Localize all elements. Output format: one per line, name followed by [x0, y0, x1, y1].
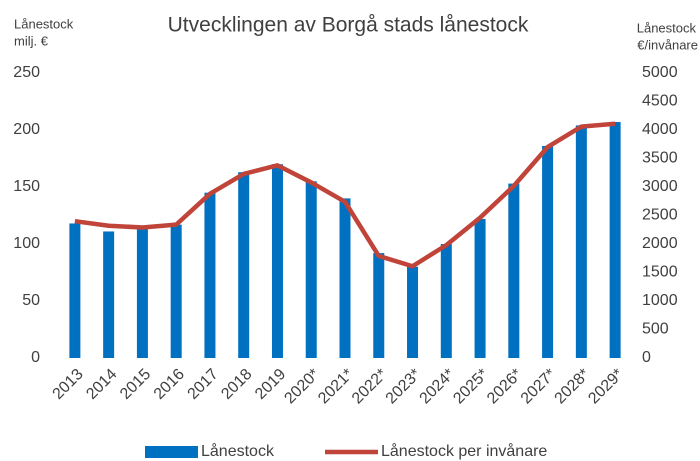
chart-title: Utvecklingen av Borgå stads lånestock: [168, 14, 529, 37]
x-tick-label: 2020*: [281, 366, 323, 408]
bar: [136, 229, 148, 358]
y2-tick-label: 4000: [642, 121, 678, 138]
y2-tick-label: 4500: [642, 93, 678, 110]
x-tick-label: 2023*: [383, 366, 425, 408]
x-tick-label: 2014: [83, 366, 120, 403]
x-tick-label: 2029*: [585, 366, 627, 408]
bar: [305, 181, 317, 358]
bar: [474, 218, 486, 358]
bar: [69, 223, 81, 358]
bar: [575, 125, 587, 358]
y2-tick-label: 3000: [642, 178, 678, 195]
y-tick-label: 50: [22, 292, 40, 309]
x-tick-label: 2021*: [315, 366, 357, 408]
y2-tick-label: 1000: [642, 292, 678, 309]
y2-tick-label: 5000: [642, 64, 678, 81]
y2-tick-label: 3500: [642, 150, 678, 167]
bar: [271, 164, 283, 358]
x-tick-label: 2028*: [552, 366, 594, 408]
legend-label: Lånestock per invånare: [381, 442, 547, 460]
y2-axis-label: €/invånare: [637, 37, 698, 52]
bar: [542, 145, 554, 358]
y2-axis-label: Lånestock: [637, 20, 697, 35]
x-tick-label: 2017: [185, 366, 222, 403]
x-tick-label: 2018: [218, 366, 255, 403]
y2-tick-label: 2000: [642, 235, 678, 252]
y-tick-label: 200: [13, 121, 40, 138]
y-tick-label: 0: [31, 349, 40, 366]
x-tick-label: 2026*: [484, 366, 526, 408]
x-tick-label: 2027*: [518, 366, 560, 408]
bar: [440, 244, 452, 358]
legend-swatch: [145, 446, 198, 458]
x-tick-label: 2024*: [417, 366, 459, 408]
bar: [373, 253, 385, 358]
bar: [170, 224, 182, 358]
bar: [609, 122, 621, 359]
x-tick-label: 2025*: [450, 366, 492, 408]
bar: [238, 172, 250, 358]
bar: [407, 266, 419, 358]
y2-tick-label: 500: [642, 321, 669, 338]
x-tick-label: 2022*: [349, 366, 391, 408]
bar: [508, 183, 520, 358]
x-tick-label: 2013: [50, 366, 87, 403]
y-tick-label: 100: [13, 235, 40, 252]
y-tick-label: 150: [13, 178, 40, 195]
bar: [339, 198, 351, 358]
x-tick-label: 2015: [117, 366, 154, 403]
line: [74, 121, 616, 269]
y2-tick-label: 2500: [642, 207, 678, 224]
y-tick-label: 250: [13, 64, 40, 81]
legend-label: Lånestock: [201, 442, 275, 460]
y2-tick-label: 1500: [642, 264, 678, 281]
y2-tick-label: 0: [642, 349, 651, 366]
bar: [204, 192, 216, 358]
y-axis-label: milj. €: [14, 33, 49, 48]
bar: [103, 231, 115, 358]
y-axis-label: Lånestock: [14, 16, 74, 31]
x-tick-label: 2016: [151, 366, 188, 403]
